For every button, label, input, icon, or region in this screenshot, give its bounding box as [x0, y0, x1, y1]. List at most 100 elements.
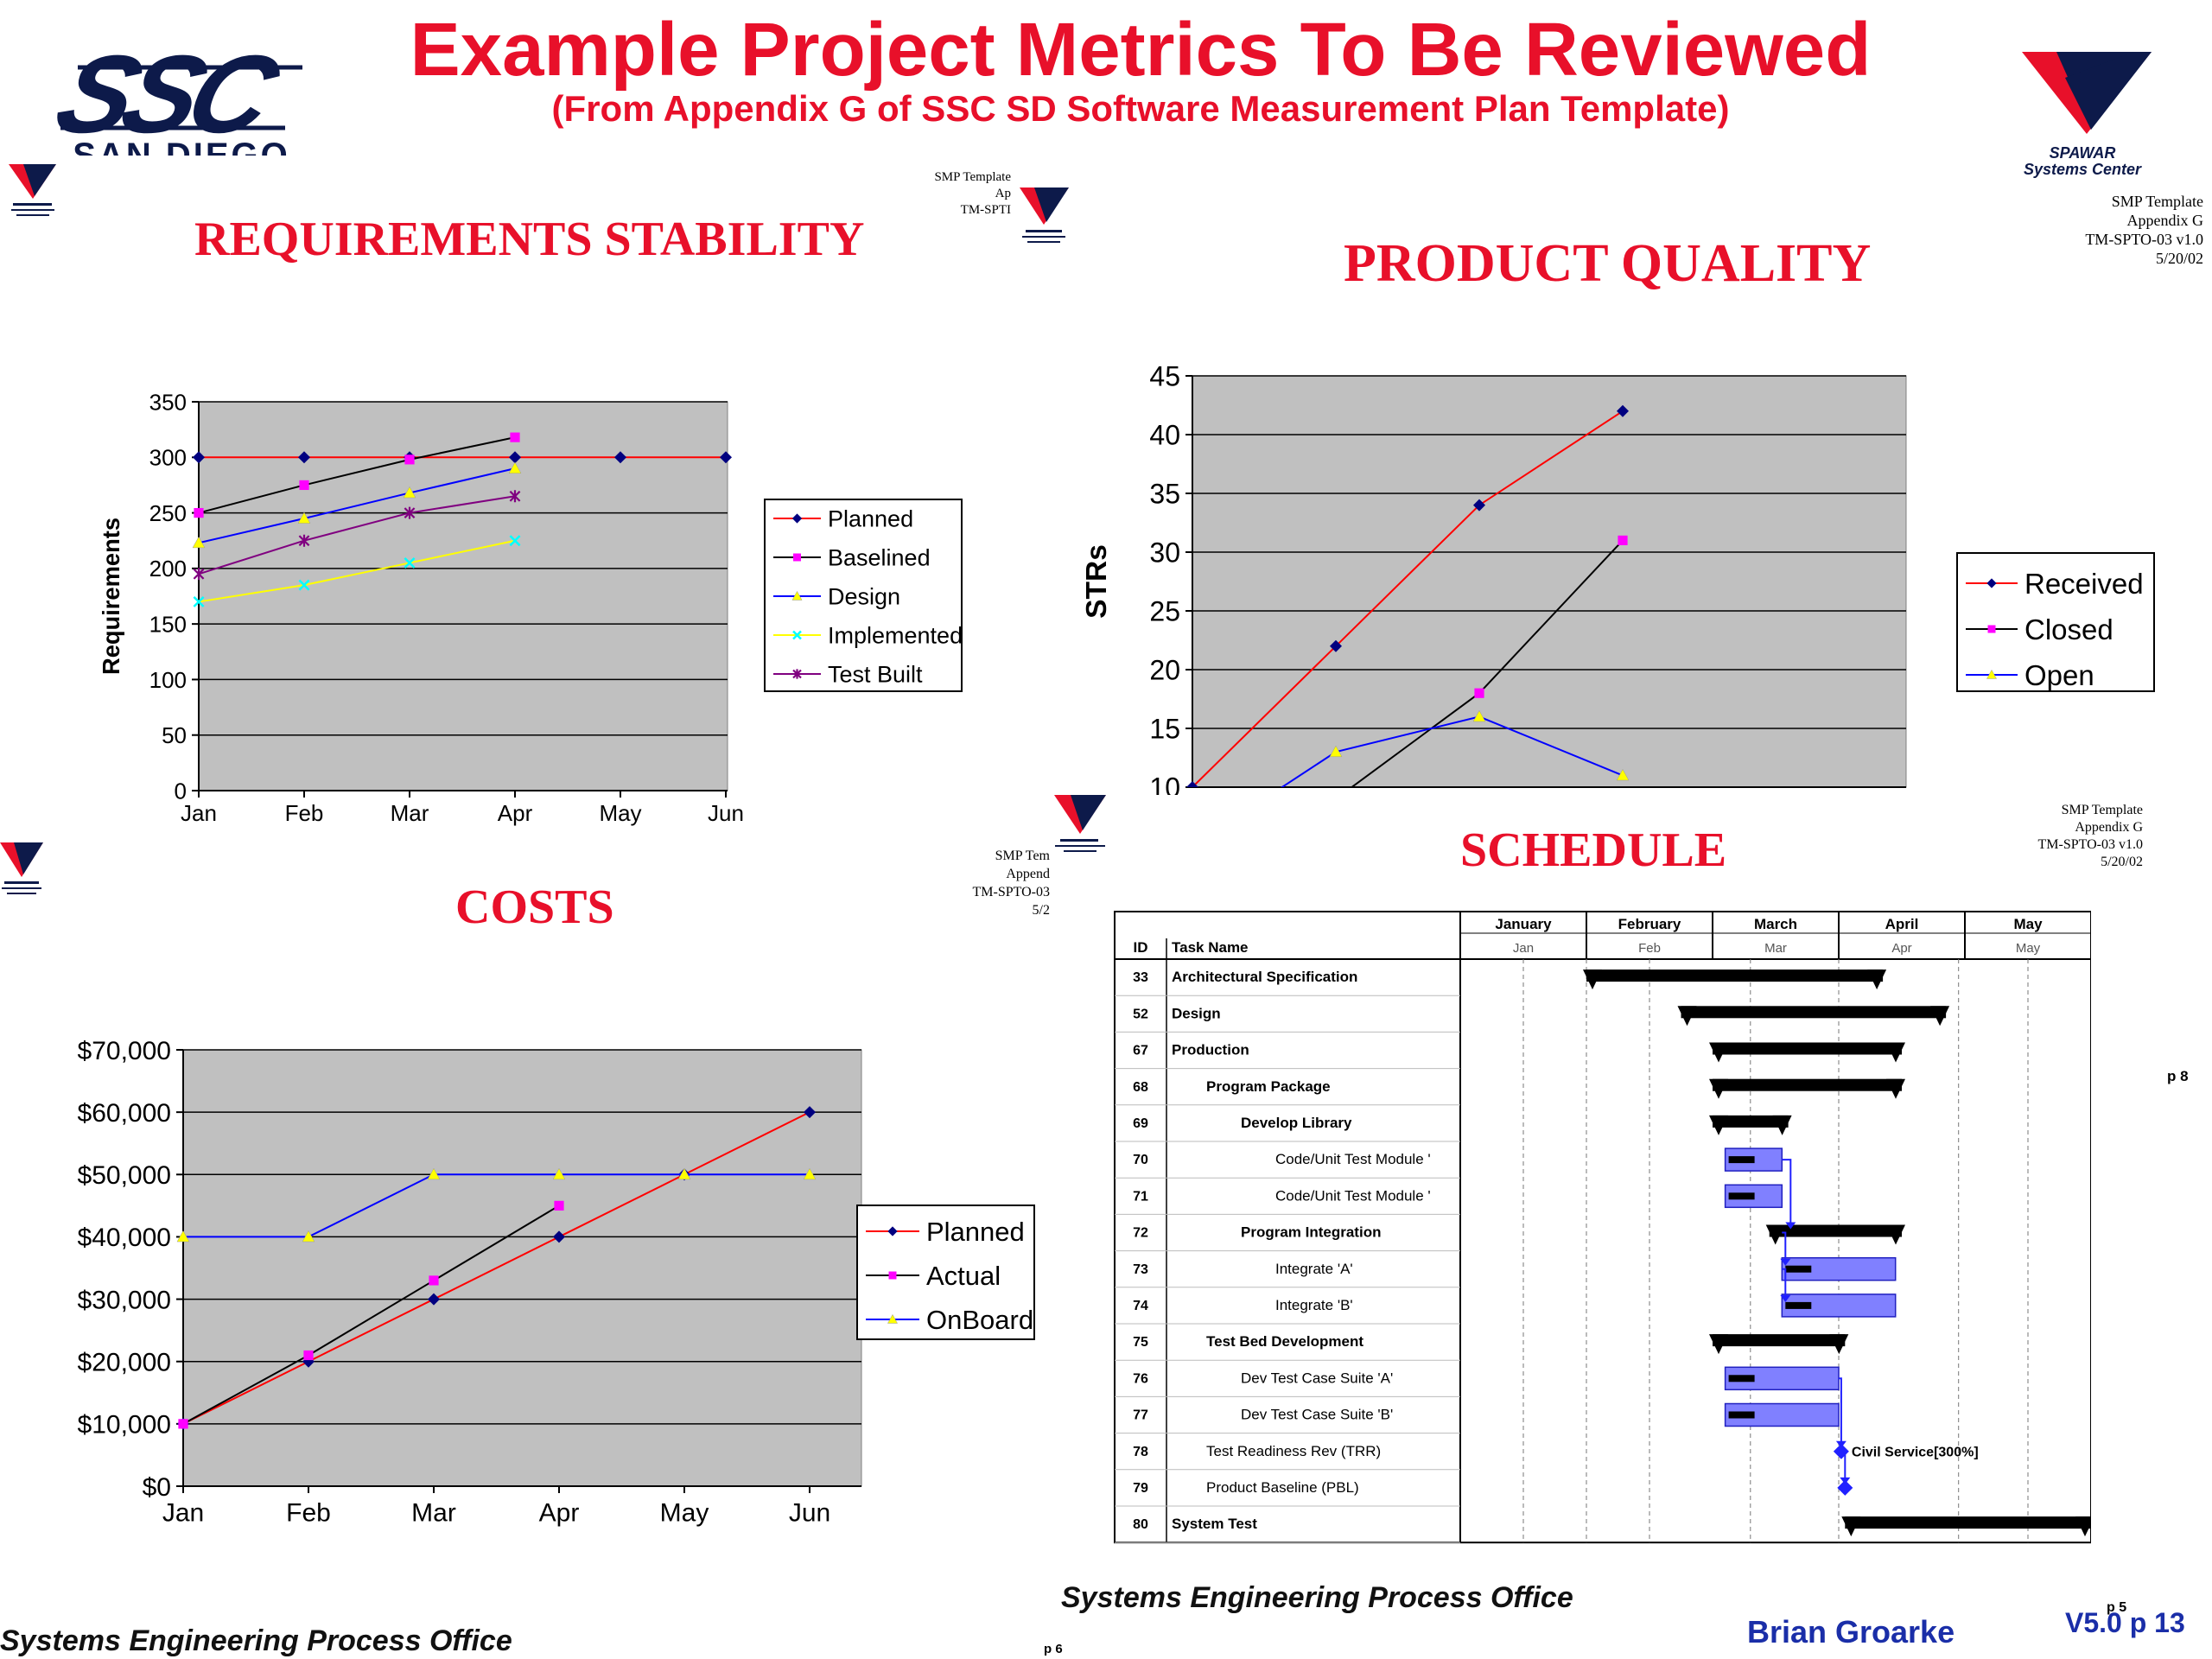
month-header: May — [2013, 916, 2043, 932]
data-point-planned — [509, 451, 521, 464]
y-axis-label: STRs — [1081, 544, 1113, 619]
y-axis-label: Requirements — [98, 518, 124, 675]
y-tick-label: 40 — [1149, 420, 1180, 451]
task-name: System Test — [1172, 1516, 1257, 1532]
task-id: 77 — [1133, 1408, 1148, 1423]
dependency-connector — [1782, 1268, 1787, 1299]
series-line-open — [1280, 715, 1624, 787]
task-name: Production — [1172, 1042, 1249, 1058]
summary-bar-end-cap — [1886, 1078, 1905, 1099]
series-line-baselined — [198, 436, 516, 514]
section-title-costs: COSTS — [455, 880, 614, 934]
dependency-arrow — [1785, 1222, 1796, 1230]
month-header: March — [1754, 916, 1797, 932]
legend-marker — [1986, 578, 1997, 588]
costs-chart: $0 $10,000 $20,000 $30,000 $40,000 $50,000 $60… — [78, 1037, 1035, 1528]
data-point-actual — [178, 1419, 188, 1429]
y-tick-label: $40,000 — [78, 1224, 171, 1252]
legend-label: Received — [2024, 568, 2144, 600]
legend-marker — [887, 1313, 899, 1324]
data-point-design — [297, 512, 311, 524]
y-tick-label: 30 — [1149, 537, 1180, 569]
legend: Received Closed Open — [1956, 552, 2155, 692]
legend-label: Actual — [926, 1261, 1001, 1291]
summary-bar-start-cap — [1709, 1115, 1728, 1135]
task-id: 79 — [1133, 1481, 1148, 1496]
task-name: Integrate 'B' — [1275, 1297, 1353, 1313]
summary-bar-end-cap — [1772, 1115, 1792, 1135]
series-group — [176, 1106, 817, 1430]
data-point-onboard — [427, 1167, 441, 1180]
task-id: 80 — [1133, 1517, 1148, 1532]
footer-page-number: V5.0 p 13 — [2065, 1607, 2185, 1638]
data-point-baselined — [404, 454, 415, 465]
y-tick-label: $60,000 — [78, 1099, 171, 1128]
task-bar-progress — [1785, 1301, 1812, 1309]
legend-marker — [1986, 669, 1998, 679]
legend-marker — [791, 590, 803, 601]
series-line-onboard — [183, 1173, 810, 1238]
y-tick-label: 300 — [149, 445, 187, 471]
legend-label: Design — [828, 584, 900, 610]
data-point-implemented — [193, 595, 205, 607]
legend-box — [856, 1205, 1035, 1340]
page-subtitle: (From Appendix G of SSC SD Software Meas… — [551, 88, 1730, 129]
task-name: Develop Library — [1241, 1115, 1352, 1131]
summary-bar-end-cap — [1829, 1334, 1849, 1355]
data-point-onboard — [552, 1167, 566, 1180]
summary-bar-start-cap — [1709, 1334, 1728, 1355]
data-point-implemented — [298, 579, 310, 591]
data-point-planned — [553, 1230, 565, 1243]
data-point-closed — [1474, 688, 1484, 698]
data-point-closed — [1331, 794, 1340, 795]
data-point-actual — [554, 1200, 564, 1211]
task-name: Product Baseline (PBL) — [1206, 1479, 1359, 1496]
x-tick-label: Jun — [708, 800, 744, 826]
task-id: 67 — [1133, 1044, 1148, 1058]
ssc-logo-subtext: SAN DIEGO — [73, 137, 290, 156]
task-name: Program Integration — [1241, 1224, 1381, 1241]
milestone-marker — [1837, 1479, 1853, 1496]
legend-label: Closed — [2024, 613, 2113, 645]
spawar-logo: SPAWAR Systems Center — [2005, 43, 2160, 181]
y-tick-label: 25 — [1149, 596, 1180, 627]
data-point-onboard — [803, 1167, 817, 1180]
task-id: 33 — [1133, 970, 1148, 985]
data-point-baselined — [299, 480, 309, 491]
y-tick-label: 35 — [1149, 479, 1180, 510]
dependency-arrow — [1780, 1294, 1791, 1302]
dependency-connector — [1839, 1377, 1842, 1445]
plot-area — [198, 401, 728, 791]
month-subheader: Jan — [1513, 941, 1534, 956]
task-name: Code/Unit Test Module ' — [1275, 1187, 1431, 1204]
task-id: 75 — [1133, 1335, 1148, 1350]
dependency-connector — [1782, 1159, 1792, 1226]
data-point-open — [1472, 709, 1486, 722]
dependency-arrow — [1840, 1477, 1851, 1484]
stamp-mid-right: SMP Template Appendix G TM-SPTO-03 v1.0 … — [2037, 803, 2144, 869]
data-point-planned — [804, 1106, 816, 1119]
x-tick-label: Jun — [789, 1499, 830, 1528]
legend: Planned Baselined Design Implemented Test Bu… — [764, 499, 963, 692]
x-tick-label: Feb — [285, 800, 324, 826]
task-name: Code/Unit Test Module ' — [1275, 1151, 1431, 1167]
series-line-design — [198, 467, 516, 544]
series-line-received — [1192, 410, 1624, 787]
series-line-test-built — [198, 495, 516, 575]
task-bar-progress — [1728, 1192, 1755, 1200]
y-tick-label: $70,000 — [78, 1037, 171, 1065]
y-tick-label: 45 — [1149, 361, 1180, 392]
legend-label: Test Built — [828, 662, 923, 688]
y-tick-label: 50 — [162, 722, 187, 748]
task-id: 76 — [1133, 1371, 1148, 1386]
task-id: 73 — [1133, 1262, 1148, 1277]
dependency-connector — [1782, 1231, 1787, 1262]
task-id: 78 — [1133, 1445, 1148, 1459]
y-tick-label: 10 — [1149, 772, 1180, 795]
legend-label: Implemented — [828, 623, 963, 649]
month-subheader: Feb — [1638, 941, 1661, 956]
y-tick-label: $30,000 — [78, 1286, 171, 1314]
task-bar-progress — [1728, 1156, 1755, 1164]
spawar-logo-line2: Systems Center — [2023, 161, 2142, 178]
stamp-top-center: SMP Template Ap TM-SPTI — [934, 170, 1011, 217]
